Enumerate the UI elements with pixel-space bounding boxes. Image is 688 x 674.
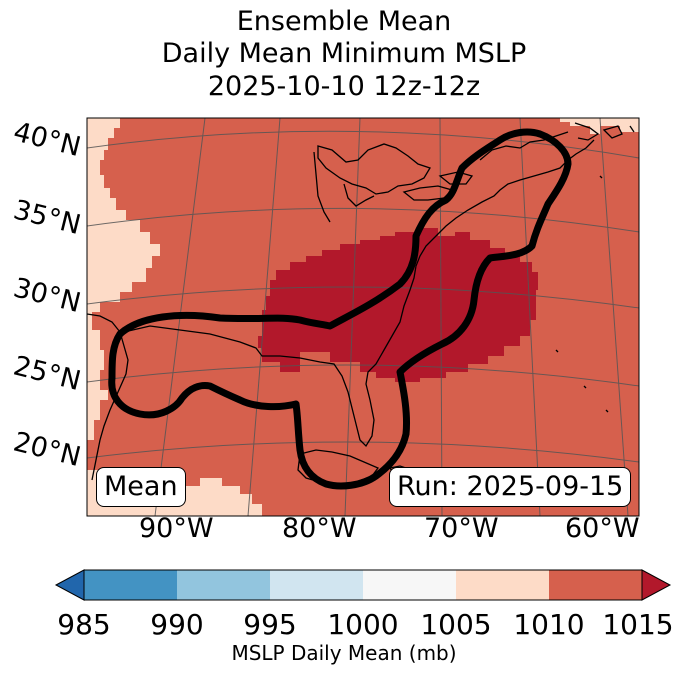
colorbar-label: MSLP Daily Mean (mb) [231, 641, 457, 665]
colorbar-frame [83, 569, 643, 601]
colorbar-extend-high [641, 569, 672, 601]
title-line-3: 2025-10-10 12z-12z [207, 71, 481, 102]
colorbar-tick-995: 995 [243, 608, 297, 641]
colorbar-tick-1010: 1010 [513, 608, 585, 641]
colorbar-segment-990-995 [177, 570, 270, 600]
contour-outline [108, 128, 572, 490]
lon-label-80w: 80°W [282, 513, 357, 544]
title-line-1: Ensemble Mean [236, 6, 452, 37]
colorbar-segment-985-990 [84, 570, 177, 600]
run-date-box: Run: 2025-09-15 [389, 467, 632, 507]
colorbar-tick-1015: 1015 [602, 608, 674, 641]
field-gt-1015 [258, 228, 538, 382]
colorbar-tick-985: 985 [57, 608, 111, 641]
colorbar-tick-1000: 1000 [327, 608, 399, 641]
colorbar-extend-low [54, 569, 85, 601]
field-1005-1010-west [87, 118, 160, 440]
lon-label-90w: 90°W [139, 513, 214, 544]
colorbar-segment-1005-1010 [456, 570, 549, 600]
map-border [86, 117, 640, 517]
colorbar-segment-1010-1015 [549, 570, 642, 600]
lon-label-60w: 60°W [565, 513, 640, 544]
title-line-2: Daily Mean Minimum MSLP [161, 38, 527, 69]
colorbar-tick-990: 990 [150, 608, 204, 641]
lon-label-70w: 70°W [424, 513, 499, 544]
colorbar-segment-1000-1005 [363, 570, 456, 600]
colorbar [54, 569, 672, 601]
colorbar-tick-1005: 1005 [420, 608, 492, 641]
mean-label-box: Mean [96, 467, 186, 507]
colorbar-segment-995-1000 [270, 570, 363, 600]
field-1005-1010-northeast [560, 118, 639, 134]
mslp-field [87, 118, 639, 516]
